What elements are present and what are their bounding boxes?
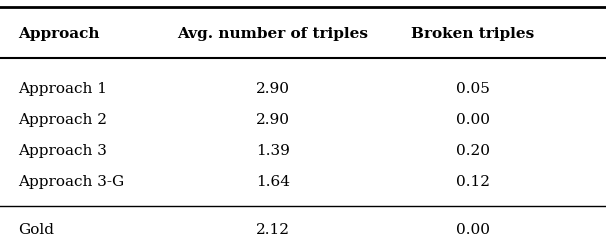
Text: Approach 1: Approach 1 [18,82,107,96]
Text: 2.90: 2.90 [256,82,290,96]
Text: Avg. number of triples: Avg. number of triples [177,27,368,41]
Text: Broken triples: Broken triples [411,27,534,41]
Text: 0.00: 0.00 [456,113,490,127]
Text: Approach: Approach [18,27,99,41]
Text: 1.64: 1.64 [256,175,290,189]
Text: 1.39: 1.39 [256,144,290,158]
Text: 0.12: 0.12 [456,175,490,189]
Text: 0.20: 0.20 [456,144,490,158]
Text: Approach 3: Approach 3 [18,144,107,158]
Text: Gold: Gold [18,223,54,237]
Text: Approach 2: Approach 2 [18,113,107,127]
Text: Approach 3-G: Approach 3-G [18,175,124,189]
Text: 0.00: 0.00 [456,223,490,237]
Text: 2.12: 2.12 [256,223,290,237]
Text: 2.90: 2.90 [256,113,290,127]
Text: 0.05: 0.05 [456,82,490,96]
